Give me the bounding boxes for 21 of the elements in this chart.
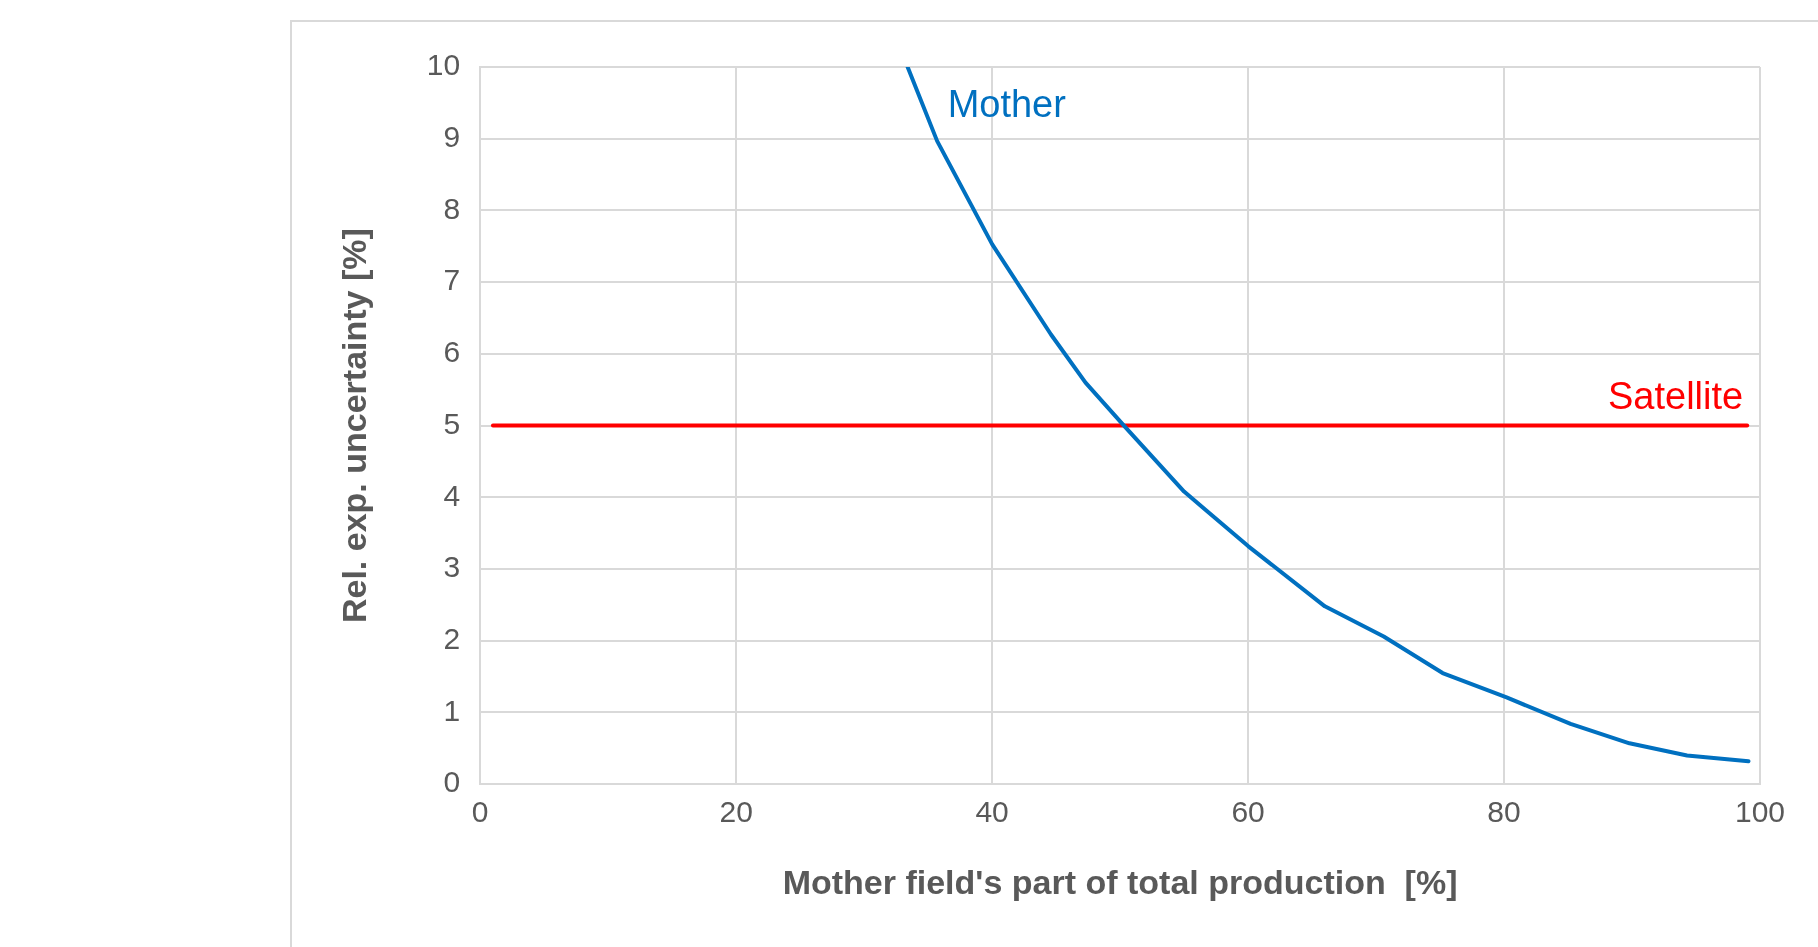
y-tick-label: 4 [443,478,461,512]
y-tick-label: 0 [443,765,461,799]
x-axis-title: Mother field's part of total production [%] [782,862,1458,901]
x-tick-label: 20 [719,795,753,829]
x-tick-label: 60 [1231,795,1265,829]
y-tick-label: 9 [443,119,461,153]
y-tick-label: 3 [443,550,461,584]
y-tick-label: 2 [443,622,461,656]
y-tick-label: 7 [443,263,461,297]
series-label: Satellite [1608,375,1744,418]
x-tick-label: 100 [1734,795,1786,829]
x-tick-label: 0 [471,795,489,829]
y-tick-label: 5 [443,406,461,440]
series-label: Mother [947,83,1067,126]
y-axis-title: Rel. exp. uncertainty [%] [334,228,373,624]
x-tick-label: 40 [975,795,1009,829]
y-tick-label: 6 [443,335,461,369]
x-tick-label: 80 [1487,795,1521,829]
y-tick-label: 10 [426,48,461,82]
y-tick-label: 1 [443,693,461,727]
y-tick-label: 8 [443,191,461,225]
